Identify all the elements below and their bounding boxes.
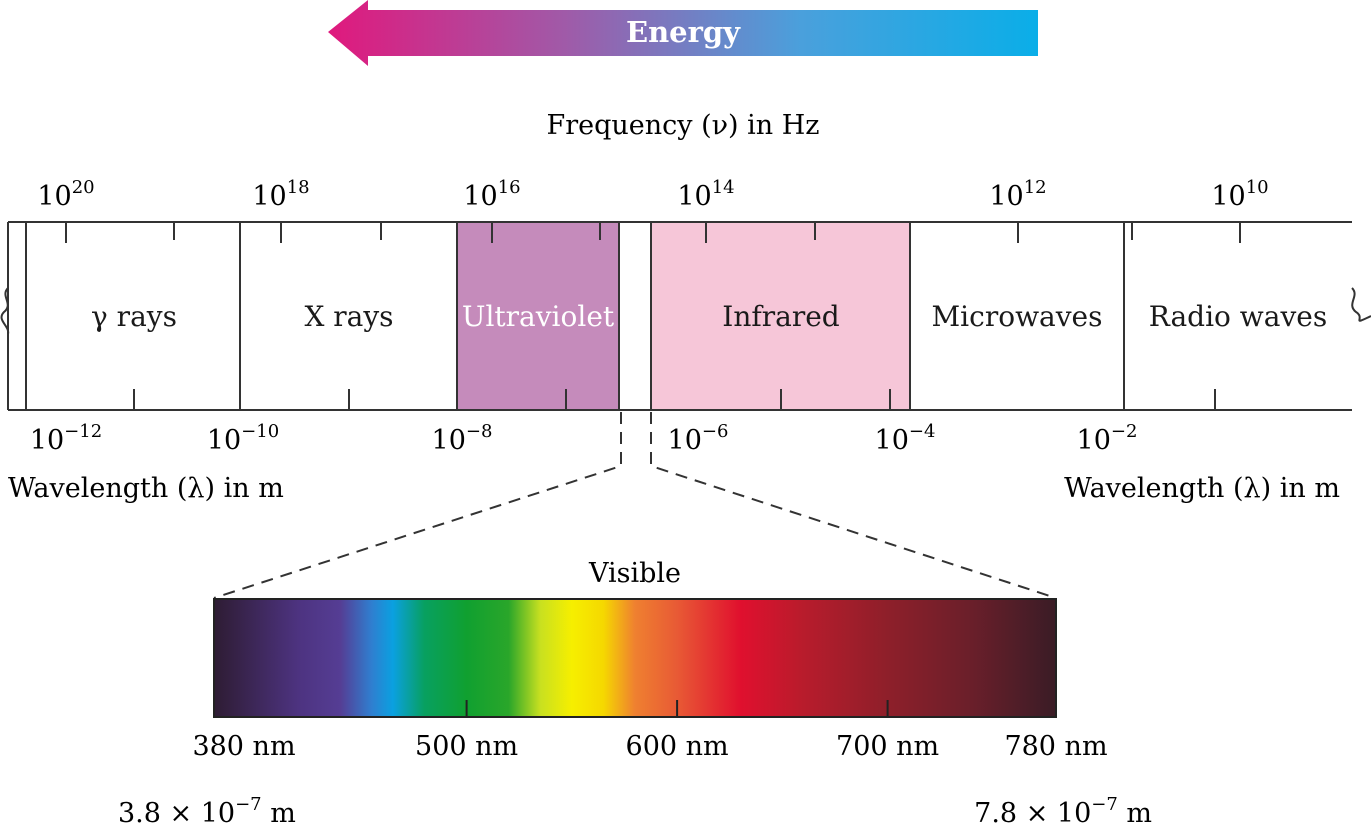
region-label: Infrared [722,300,839,333]
region-label: γ rays [91,300,177,333]
region-label: Microwaves [932,300,1103,333]
visible-gap-band [619,222,651,410]
spectrum-bar: γ rays X rays Ultraviolet Infrared Microwave… [0,221,1371,411]
region-labels: γ rays X rays Ultraviolet Infrared Microwave… [91,300,1327,333]
frequency-ticks [65,222,1241,243]
wavelength-tick-label: 10−12 [30,421,102,456]
frequency-tick-label: 1020 [37,177,94,212]
visible-tick-labels: 380 nm 500 nm 600 nm 700 nm 780 nm [192,731,1107,762]
visible-ticks [213,700,1057,717]
frequency-tick-label: 1016 [463,177,520,212]
wavelength-tick-label: 10−10 [207,421,279,456]
frequency-tick-label: 1012 [989,177,1046,212]
wavelength-tick-label: 10−2 [1077,421,1138,456]
ultraviolet-band [457,222,619,410]
wavelength-ticks [133,389,1216,410]
visible-spectrum-band [213,598,1057,718]
energy-arrow-shape [328,0,1038,66]
visible-left-meter-label: 3.8 × 10−7 m [118,794,296,829]
wavelength-tick-label: 10−6 [668,421,729,456]
energy-arrow: Energy [328,0,1038,66]
region-label: X rays [304,300,393,333]
frequency-tick-label: 1018 [252,177,309,212]
frequency-tick-label: 1014 [677,177,734,212]
wavelength-tick-label: 10−4 [875,421,936,456]
wavelength-tick-label: 10−8 [432,421,493,456]
visible-meter-labels: 3.8 × 10−7 m 7.8 × 10−7 m [118,794,1152,829]
visible-right-meter-label: 7.8 × 10−7 m [974,794,1152,829]
wavelength-tick-labels: 10−12 10−10 10−8 10−6 10−4 10−2 [30,421,1138,456]
visible-tick-label: 500 nm [415,731,518,762]
infrared-band [651,222,910,410]
visible-tick-label: 380 nm [192,731,295,762]
frequency-tick-labels: 1020 1018 1016 1014 1012 1010 [37,177,1268,212]
left-break-symbol [0,287,10,335]
wavelength-axis-title-right: Wavelength (λ) in m [1064,473,1340,504]
visible-tick-label: 600 nm [626,731,729,762]
visible-tick-label: 780 nm [1004,731,1107,762]
frequency-axis-title: Frequency (ν) in Hz [546,110,819,141]
visible-title: Visible [588,558,681,589]
energy-label: Energy [626,15,741,49]
visible-tick-label: 700 nm [836,731,939,762]
region-label: Radio waves [1149,300,1327,333]
region-label: Ultraviolet [462,300,615,333]
frequency-tick-label: 1010 [1211,177,1268,212]
right-break-symbol [1351,287,1371,322]
wavelength-axis-title-left: Wavelength (λ) in m [8,473,284,504]
